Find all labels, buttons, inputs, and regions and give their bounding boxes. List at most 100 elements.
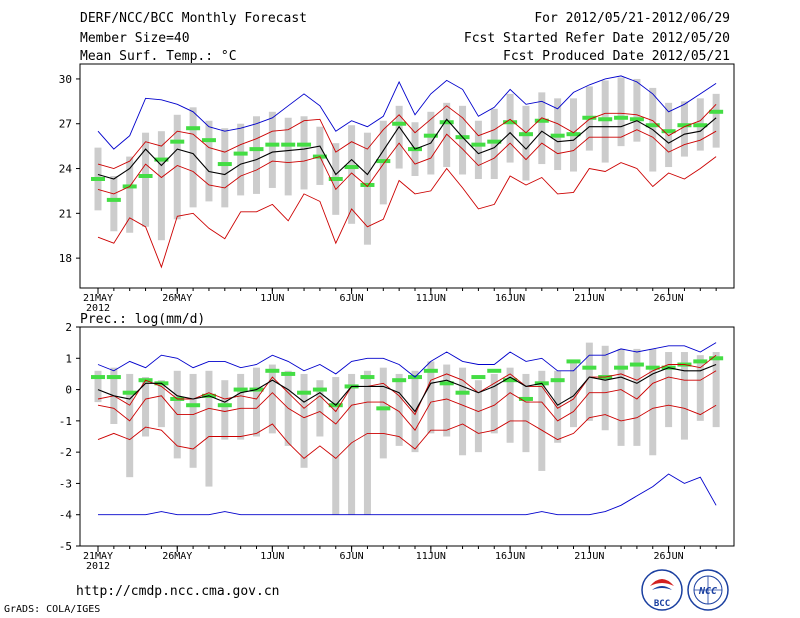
temp-spread-bar xyxy=(665,102,673,168)
prec-observed-mark xyxy=(376,406,391,411)
bcc-logo: BCC xyxy=(641,569,683,611)
prec-ytick-label: 1 xyxy=(65,352,72,365)
temp-observed-mark xyxy=(471,142,486,147)
prec-spread-bar xyxy=(459,367,467,456)
temp-spread-bar xyxy=(189,107,197,208)
prec-spread-bar xyxy=(379,367,387,459)
temp-spread-bar xyxy=(538,92,546,165)
prec-year-label: 2012 xyxy=(86,561,110,572)
website-url[interactable]: http://cmdp.ncc.cma.gov.cn xyxy=(76,584,280,599)
temp-ytick-label: 24 xyxy=(59,163,73,176)
prec-spread-bar xyxy=(538,370,546,471)
prec-spread-bar xyxy=(696,355,704,421)
temp-observed-mark xyxy=(503,120,518,125)
temp-observed-mark xyxy=(677,123,692,128)
temp-observed-mark xyxy=(106,197,121,202)
prec-spread-bar xyxy=(680,352,688,440)
prec-observed-mark xyxy=(91,375,105,380)
temp-observed-mark xyxy=(566,132,581,137)
temp-mean-line xyxy=(97,117,717,180)
prec-spread-bar xyxy=(617,348,625,446)
temp-upper-quartile-line xyxy=(97,103,717,169)
temp-max-line xyxy=(97,75,717,150)
prec-observed-mark xyxy=(297,390,312,395)
prec-spread-bar xyxy=(268,364,276,434)
prec-observed-mark xyxy=(503,378,518,383)
prec-spread-bar xyxy=(157,380,165,428)
variable-label: Mean Surf. Temp.: °C xyxy=(80,49,237,64)
temp-observed-mark xyxy=(629,117,644,122)
temp-observed-mark xyxy=(170,139,185,144)
temp-observed-mark xyxy=(423,133,438,138)
prec-ytick-label: -1 xyxy=(59,415,72,428)
prec-observed-mark xyxy=(186,403,201,408)
temp-xtick-label: 26JUN xyxy=(654,293,684,304)
temp-observed-mark xyxy=(249,147,264,152)
prec-observed-mark xyxy=(233,387,248,392)
temp-ytick-label: 30 xyxy=(59,73,72,86)
prec-ytick-label: -4 xyxy=(59,509,73,522)
precip-title: Prec.: log(mm/d) xyxy=(80,312,205,327)
temp-spread-bar xyxy=(157,131,165,241)
temp-spread-bar xyxy=(237,123,245,196)
temp-xtick-label: 21JUN xyxy=(574,293,604,304)
temp-observed-mark xyxy=(328,176,343,181)
prec-spread-bar xyxy=(363,370,371,515)
temp-observed-mark xyxy=(265,142,280,147)
prec-spread-bar xyxy=(506,367,514,443)
grads-credit: GrADS: COLA/IGES xyxy=(4,604,101,615)
prec-ytick-label: -2 xyxy=(59,446,72,459)
temp-spread-bar xyxy=(205,120,213,202)
temp-spread-bar xyxy=(601,80,609,163)
prec-spread-bar xyxy=(189,373,197,468)
prec-observed-mark xyxy=(265,368,280,373)
prec-spread-bar xyxy=(427,361,435,434)
prec-spread-bar xyxy=(585,342,593,421)
prec-xtick-label: 26MAY xyxy=(162,551,192,562)
prec-plot-frame xyxy=(79,326,735,547)
temp-xtick-label: 26MAY xyxy=(162,293,192,304)
prec-spread-bar xyxy=(554,370,562,443)
temp-spread-bar xyxy=(633,78,641,142)
temp-ytick-label: 21 xyxy=(59,207,72,220)
prec-observed-mark xyxy=(645,365,660,370)
temp-xtick-label: 16JUN xyxy=(495,293,525,304)
prec-spread-bar xyxy=(94,370,102,403)
prec-observed-mark xyxy=(455,390,470,395)
temp-spread-bar xyxy=(300,116,308,190)
prec-spread-bar xyxy=(253,367,260,437)
prec-observed-mark xyxy=(629,362,644,367)
prec-spread-bar xyxy=(522,373,530,453)
prec-spread-bar xyxy=(649,348,657,456)
prec-xtick-label: 21MAY xyxy=(83,551,113,562)
bcc-logo-text: BCC xyxy=(654,599,670,609)
temp-spread-bar xyxy=(268,111,276,188)
temp-observed-mark xyxy=(709,109,724,114)
prec-xtick-label: 26JUN xyxy=(654,551,684,562)
prec-observed-mark xyxy=(281,371,296,376)
prec-mean-line xyxy=(97,363,717,413)
temp-observed-mark xyxy=(614,115,629,120)
temp-spread-bar xyxy=(110,176,118,232)
temp-lower-quartile-line xyxy=(97,129,717,195)
temp-observed-mark xyxy=(360,182,375,187)
temp-spread-bar xyxy=(126,156,134,233)
prec-spread-bar xyxy=(665,352,673,428)
prec-min-line xyxy=(97,404,717,459)
prec-absolute-min-line xyxy=(98,473,717,516)
temp-observed-mark xyxy=(661,129,676,134)
prec-spread-bar xyxy=(712,352,720,428)
temp-observed-mark xyxy=(550,133,565,138)
temp-observed-mark xyxy=(376,159,391,164)
temp-min-line xyxy=(97,156,717,269)
temp-observed-mark xyxy=(297,142,312,147)
temp-observed-mark xyxy=(439,120,454,125)
prec-observed-mark xyxy=(487,368,502,373)
temp-spread-bar xyxy=(173,114,181,220)
prec-observed-mark xyxy=(709,356,724,361)
prec-xtick-label: 16JUN xyxy=(495,551,525,562)
temp-spread-bar xyxy=(712,93,720,148)
chart-title: DERF/NCC/BCC Monthly Forecast xyxy=(80,11,307,26)
temp-observed-mark xyxy=(154,157,169,162)
